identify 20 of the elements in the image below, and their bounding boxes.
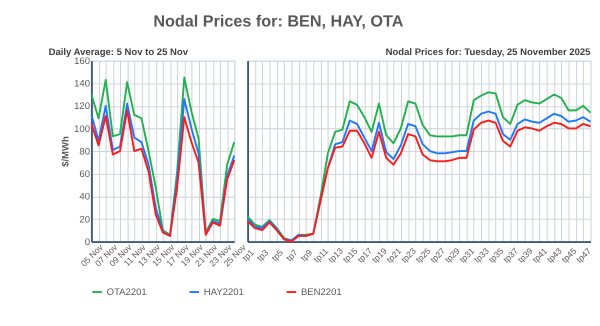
y-tick-label: 60: [79, 169, 90, 180]
x-tick-label: tp3: [254, 247, 270, 264]
y-tick-label: 160: [74, 56, 90, 67]
y-tick-label: 80: [79, 146, 90, 158]
y-tick-label: 120: [74, 101, 90, 112]
x-tick-label: tp7: [284, 247, 300, 264]
chart-subtitle: Daily Average: 5 Nov to 25 Nov: [48, 46, 189, 58]
y-tick-label: 100: [74, 124, 90, 135]
y-tick-label: 0: [84, 236, 90, 248]
y-tick-label: 20: [79, 214, 90, 226]
text: Nodal Prices for: BEN, HAY, OTA: [153, 12, 404, 30]
y-tick-label: 140: [74, 78, 90, 90]
chart-subtitle: Nodal Prices for: Tuesday, 25 November 2025: [386, 46, 592, 58]
legend-label: HAY2201: [204, 286, 244, 298]
y-axis-title: $/MWh: [60, 136, 72, 167]
x-tick-label: tp9: [298, 247, 314, 264]
x-tick-label: tp5: [269, 247, 286, 264]
legend-label: BEN2201: [300, 286, 342, 298]
y-tick-label: 40: [79, 192, 90, 203]
legend-label: OTA2201: [106, 286, 147, 298]
